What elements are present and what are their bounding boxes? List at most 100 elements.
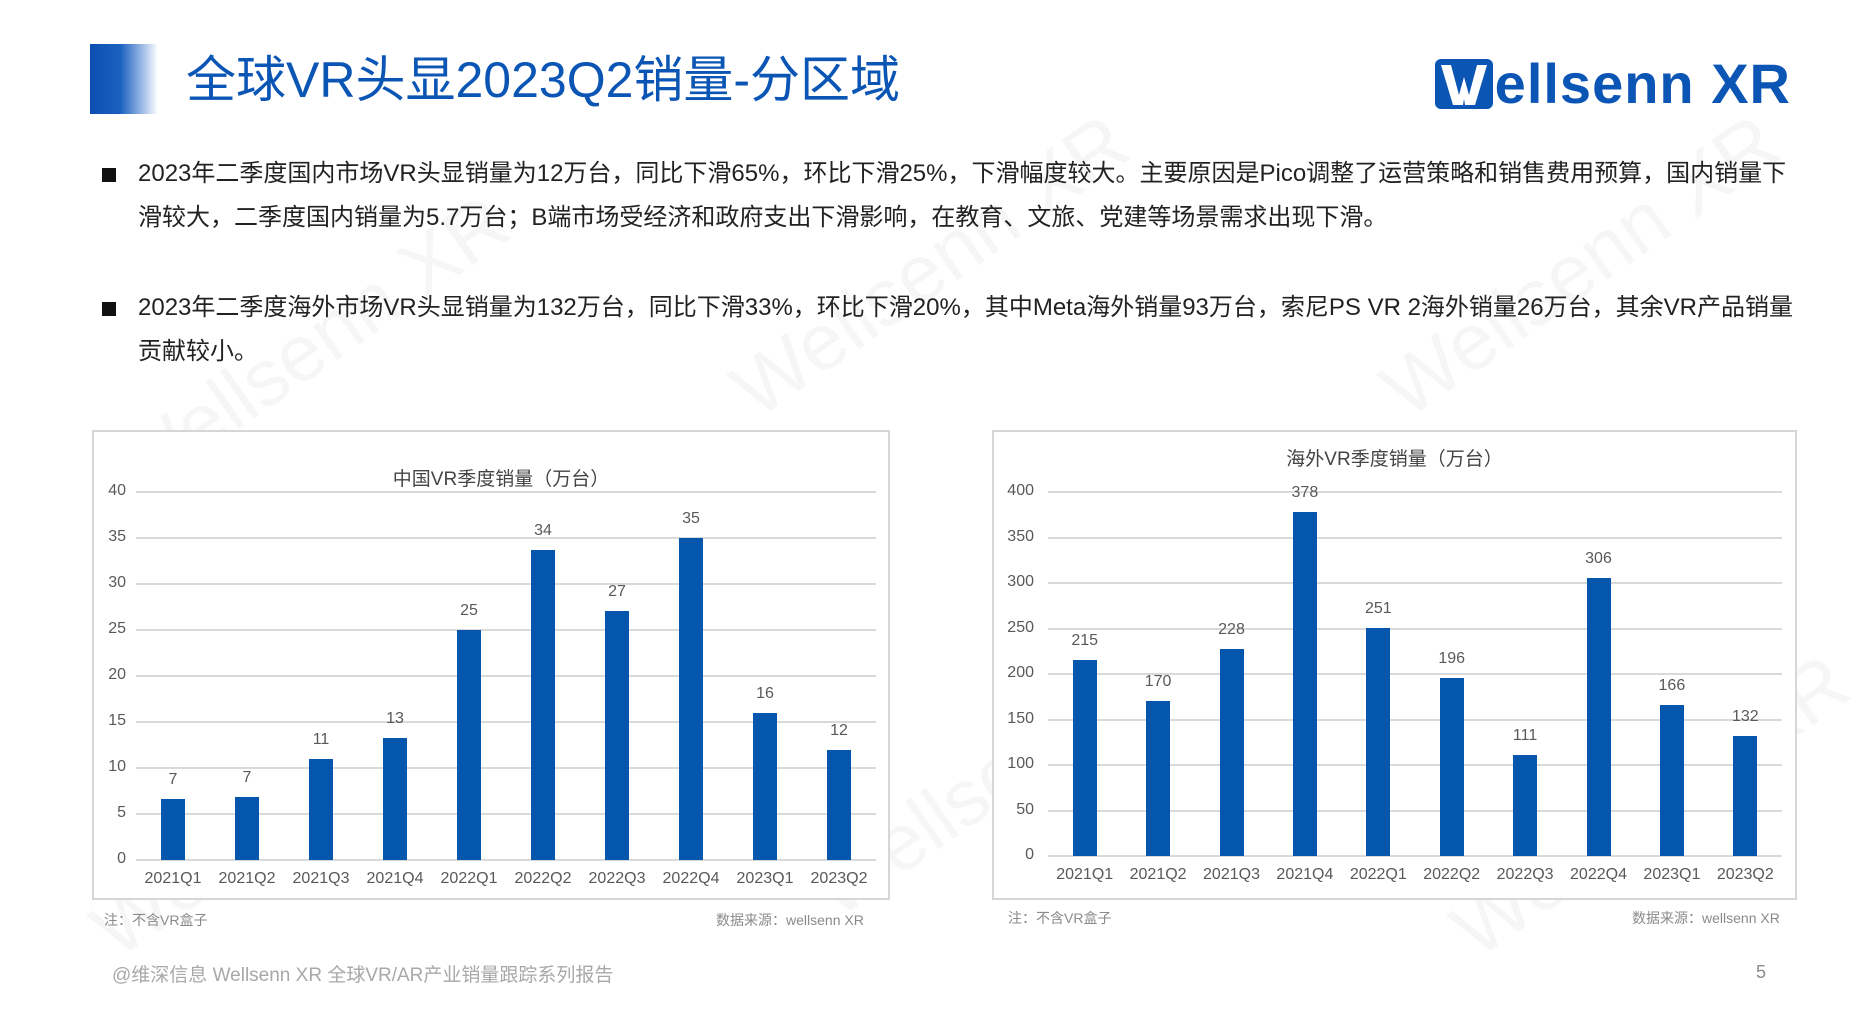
- bar: [1366, 627, 1391, 856]
- y-axis-tick-label: 30: [108, 574, 126, 591]
- x-axis-tick-label: 2023Q1: [1643, 866, 1701, 883]
- x-axis-tick-label: 2021Q4: [366, 870, 424, 887]
- x-axis-tick-label: 2022Q2: [1423, 866, 1481, 883]
- bar-value-label: 196: [1438, 649, 1466, 667]
- chart-title: 中国VR季度销量（万台）: [392, 469, 610, 490]
- bar: [531, 549, 555, 860]
- overseas-vr-chart: 海外VR季度销量（万台） 0 50 100 150 200 250 300 350 400 215…: [992, 430, 1797, 900]
- bar-value-label: 7: [168, 771, 178, 789]
- y-axis-tick-label: 40: [108, 482, 126, 499]
- bar: [1292, 512, 1317, 856]
- bar: [1072, 660, 1097, 856]
- gridline: [136, 629, 876, 631]
- bar-value-label: 306: [1585, 549, 1612, 567]
- chart-title: 海外VR季度销量（万台）: [1286, 449, 1503, 470]
- plot-area: 0 50 100 150 200 250 300 350 400 215 2021Q1 170 2021…: [1007, 482, 1782, 883]
- bar: [235, 796, 259, 860]
- bullet-square-icon: [102, 168, 116, 182]
- y-axis-tick-label: 5: [117, 804, 126, 821]
- bullet-item: 2023年二季度国内市场VR头显销量为12万台，同比下滑65%，环比下滑25%，…: [100, 152, 1800, 240]
- gridline: [1048, 536, 1782, 539]
- x-axis-tick-label: 2021Q2: [218, 870, 276, 887]
- x-axis-tick-label: 2021Q1: [1056, 866, 1114, 883]
- chart-note: 注：不含VR盒子: [104, 912, 208, 928]
- gridline: [136, 675, 876, 677]
- y-axis-tick-label: 250: [1007, 618, 1034, 636]
- bullet-square-icon: [102, 302, 116, 316]
- bar: [1586, 577, 1611, 856]
- x-axis-tick-label: 2022Q4: [662, 870, 720, 887]
- bullet-text: 2023年二季度国内市场VR头显销量为12万台，同比下滑65%，环比下滑25%，…: [138, 160, 1787, 231]
- bar-value-label: 16: [756, 684, 774, 702]
- y-axis-tick-label: 0: [1025, 846, 1034, 863]
- y-axis-tick-label: 300: [1007, 573, 1034, 590]
- footer-text: @维深信息 Wellsenn XR 全球VR/AR产业销量跟踪系列报告: [112, 965, 614, 986]
- bar-value-label: 111: [1512, 726, 1538, 744]
- bar-value-label: 25: [460, 602, 478, 619]
- gridline: [136, 721, 876, 723]
- y-axis-tick-label: 25: [108, 620, 126, 637]
- gridline: [136, 767, 876, 769]
- bar-value-label: 215: [1071, 632, 1099, 650]
- bar: [309, 758, 333, 860]
- gridline: [1048, 855, 1782, 857]
- y-axis-tick-label: 0: [117, 850, 126, 867]
- x-axis-tick-label: 2023Q1: [736, 870, 794, 887]
- bar-value-label: 378: [1291, 484, 1319, 502]
- y-axis-tick-label: 200: [1007, 664, 1034, 681]
- gridline: [136, 859, 876, 861]
- x-axis-tick-label: 2022Q1: [440, 870, 498, 887]
- bar: [827, 749, 851, 860]
- bar: [1439, 677, 1464, 856]
- bar: [1513, 754, 1538, 856]
- x-axis-tick-label: 2023Q2: [1716, 866, 1774, 883]
- bar-value-label: 132: [1731, 707, 1759, 725]
- gridline: [1048, 673, 1782, 675]
- y-axis-tick-label: 15: [108, 712, 126, 729]
- y-axis-tick-label: 35: [108, 528, 126, 545]
- bar: [1659, 704, 1684, 856]
- y-axis-tick-label: 150: [1007, 709, 1034, 727]
- plot-area: 0 5 10 15 20 25 30 35 40 7 2021Q1 7 2021Q2 11 2021Q3 13…: [108, 482, 876, 887]
- x-axis-tick-label: 2021Q4: [1276, 866, 1334, 883]
- bullet-list: 2023年二季度国内市场VR头显销量为12万台，同比下滑65%，环比下滑25%，…: [100, 152, 1800, 374]
- gridline: [1048, 809, 1782, 812]
- y-axis-tick-label: 20: [108, 666, 126, 683]
- bar-value-label: 35: [682, 510, 700, 527]
- logo-w-mark-icon: [1434, 59, 1493, 109]
- gridline: [136, 813, 876, 815]
- bar: [1733, 735, 1758, 856]
- x-axis-tick-label: 2021Q1: [144, 870, 202, 887]
- gridline: [136, 537, 876, 539]
- gridline: [1048, 718, 1782, 721]
- y-axis-tick-label: 100: [1007, 755, 1034, 772]
- bar-value-label: 7: [242, 768, 252, 786]
- gridline: [136, 491, 876, 493]
- x-axis-tick-label: 2022Q3: [1496, 866, 1554, 883]
- bar: [1146, 701, 1171, 856]
- bar-value-label: 27: [608, 582, 626, 600]
- title-accent-bar: [90, 44, 158, 114]
- x-axis-tick-label: 2021Q3: [292, 870, 350, 887]
- gridline: [1048, 627, 1782, 630]
- x-axis-tick-label: 2021Q3: [1203, 866, 1260, 883]
- x-axis-tick-label: 2023Q2: [810, 870, 868, 887]
- gridline: [1048, 582, 1782, 584]
- bar-value-label: 34: [534, 521, 552, 539]
- page-number: 5: [1756, 962, 1767, 982]
- x-axis-tick-label: 2022Q4: [1570, 866, 1627, 883]
- logo-text: ellsenn XR: [1494, 52, 1791, 115]
- gridline: [136, 583, 876, 585]
- bar-value-label: 11: [312, 730, 330, 748]
- bar: [679, 538, 703, 860]
- x-axis-tick-label: 2022Q2: [514, 870, 572, 887]
- brand-logo: ellsenn XR: [1434, 52, 1791, 115]
- bullet-item: 2023年二季度海外市场VR头显销量为132万台，同比下滑33%，环比下滑20%…: [100, 286, 1800, 374]
- y-axis-tick-label: 350: [1007, 527, 1034, 545]
- bar-value-label: 228: [1218, 620, 1245, 638]
- x-axis-tick-label: 2021Q2: [1129, 866, 1187, 883]
- chart-source: 数据来源：wellsenn XR: [1632, 910, 1780, 926]
- bar: [161, 799, 185, 860]
- gridline: [1048, 491, 1782, 493]
- bar: [605, 610, 629, 860]
